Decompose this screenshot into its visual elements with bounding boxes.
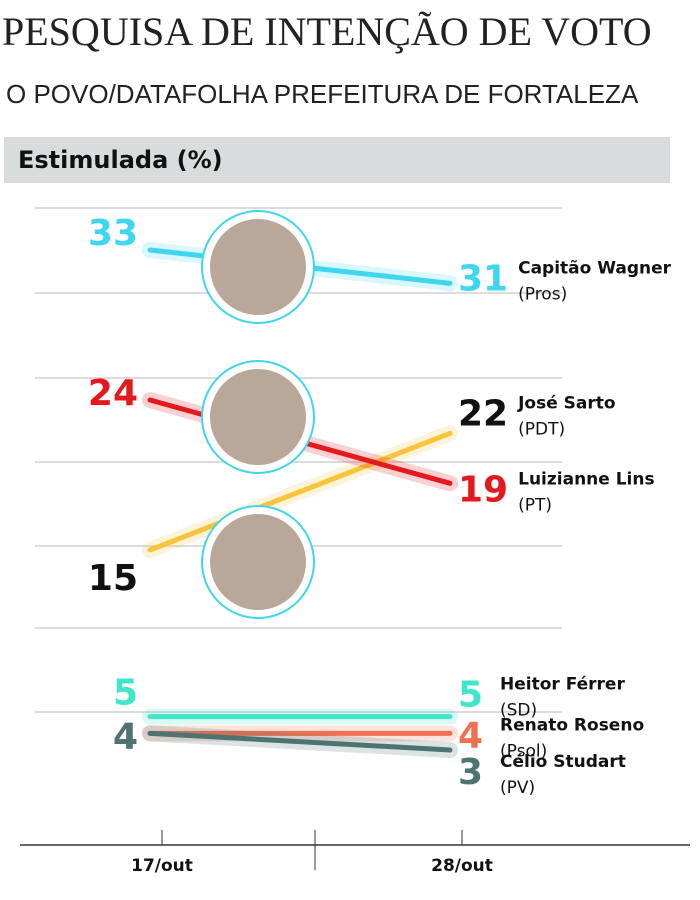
value-label: 5 — [113, 673, 138, 714]
legend-party: (PV) — [500, 778, 535, 798]
chart-subtitle: O POVO/DATAFOLHA PREFEITURA DE FORTALEZA — [6, 79, 639, 109]
legend-name: Célio Studart — [500, 752, 626, 772]
legend-party: (PDT) — [518, 419, 565, 439]
legend-party: (Psol) — [500, 741, 547, 761]
value-label: 15 — [88, 558, 138, 599]
photo — [210, 514, 306, 610]
photo — [210, 219, 306, 315]
value-label: 31 — [458, 258, 508, 299]
legend-party: (Pros) — [518, 284, 567, 304]
value-label: 4 — [458, 715, 483, 756]
value-label: 5 — [458, 675, 483, 716]
photo — [210, 369, 306, 465]
value-label: 19 — [458, 469, 508, 510]
legend-name: Capitão Wagner — [518, 258, 672, 278]
x-tick-label: 28/out — [431, 856, 493, 876]
legend-party: (PT) — [518, 495, 552, 515]
section-band — [4, 137, 670, 183]
value-label: 4 — [113, 716, 138, 757]
legend-party: (SD) — [500, 701, 537, 721]
series-line — [147, 430, 453, 553]
legend-name: José Sarto — [517, 393, 615, 413]
x-tick-label: 17/out — [131, 856, 193, 876]
section-title: Estimulada (%) — [18, 146, 223, 174]
series-line — [147, 730, 453, 753]
value-label: 4 — [113, 716, 138, 757]
chart-title: PESQUISA DE INTENÇÃO DE VOTO — [2, 9, 652, 54]
value-label: 3 — [458, 752, 483, 793]
legend-name: Heitor Férrer — [500, 675, 625, 695]
legend-name: Renato Roseno — [500, 715, 644, 735]
value-label: 24 — [88, 373, 138, 414]
legend-name: Luizianne Lins — [518, 469, 655, 489]
value-label: 22 — [458, 393, 508, 434]
value-label: 33 — [88, 213, 138, 254]
